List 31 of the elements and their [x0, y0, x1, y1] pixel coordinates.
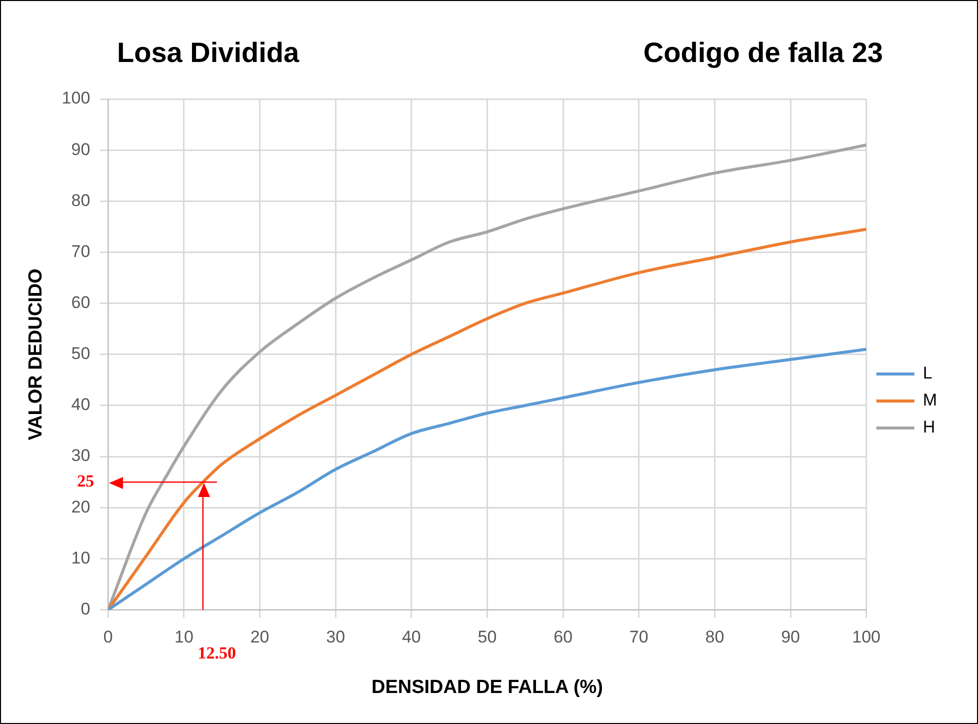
x-tick-label: 50 [478, 628, 497, 647]
legend-label: M [922, 390, 938, 410]
x-tick-label: 0 [103, 628, 113, 647]
y-tick-label: 70 [71, 242, 90, 261]
x-tick-label: 40 [402, 628, 421, 647]
chart-subtitle: Codigo de falla 23 [643, 37, 883, 69]
x-tick-label: 80 [705, 628, 724, 647]
y-tick-label: 90 [71, 140, 90, 159]
y-tick-label: 0 [80, 599, 90, 618]
y-tick-label: 20 [71, 497, 90, 516]
y-axis-title: VALOR DEDUCIDO [26, 268, 47, 440]
legend-label: H [922, 418, 936, 437]
y-tick-label: 10 [71, 548, 90, 568]
ref-line-label: 12.50 [198, 644, 236, 663]
chart-title: Losa Dividida [117, 37, 300, 69]
x-tick-label: 70 [629, 628, 648, 647]
x-tick-label: 90 [781, 628, 800, 647]
x-tick-label: 100 [852, 628, 881, 647]
y-tick-label: 100 [62, 88, 90, 108]
y-tick-label: 80 [71, 190, 90, 210]
x-tick-label: 60 [554, 628, 573, 647]
y-tick-label: 60 [71, 293, 90, 312]
x-axis-title: DENSIDAD DE FALLA (%) [371, 676, 604, 698]
x-tick-label: 20 [250, 628, 270, 647]
ref-line-label: 25 [77, 471, 94, 490]
x-tick-label: 10 [174, 628, 194, 647]
y-tick-label: 40 [71, 395, 90, 414]
legend-label: L [922, 364, 932, 383]
y-tick-label: 50 [71, 344, 90, 364]
x-tick-label: 30 [326, 628, 346, 647]
y-tick-label: 30 [71, 446, 90, 466]
